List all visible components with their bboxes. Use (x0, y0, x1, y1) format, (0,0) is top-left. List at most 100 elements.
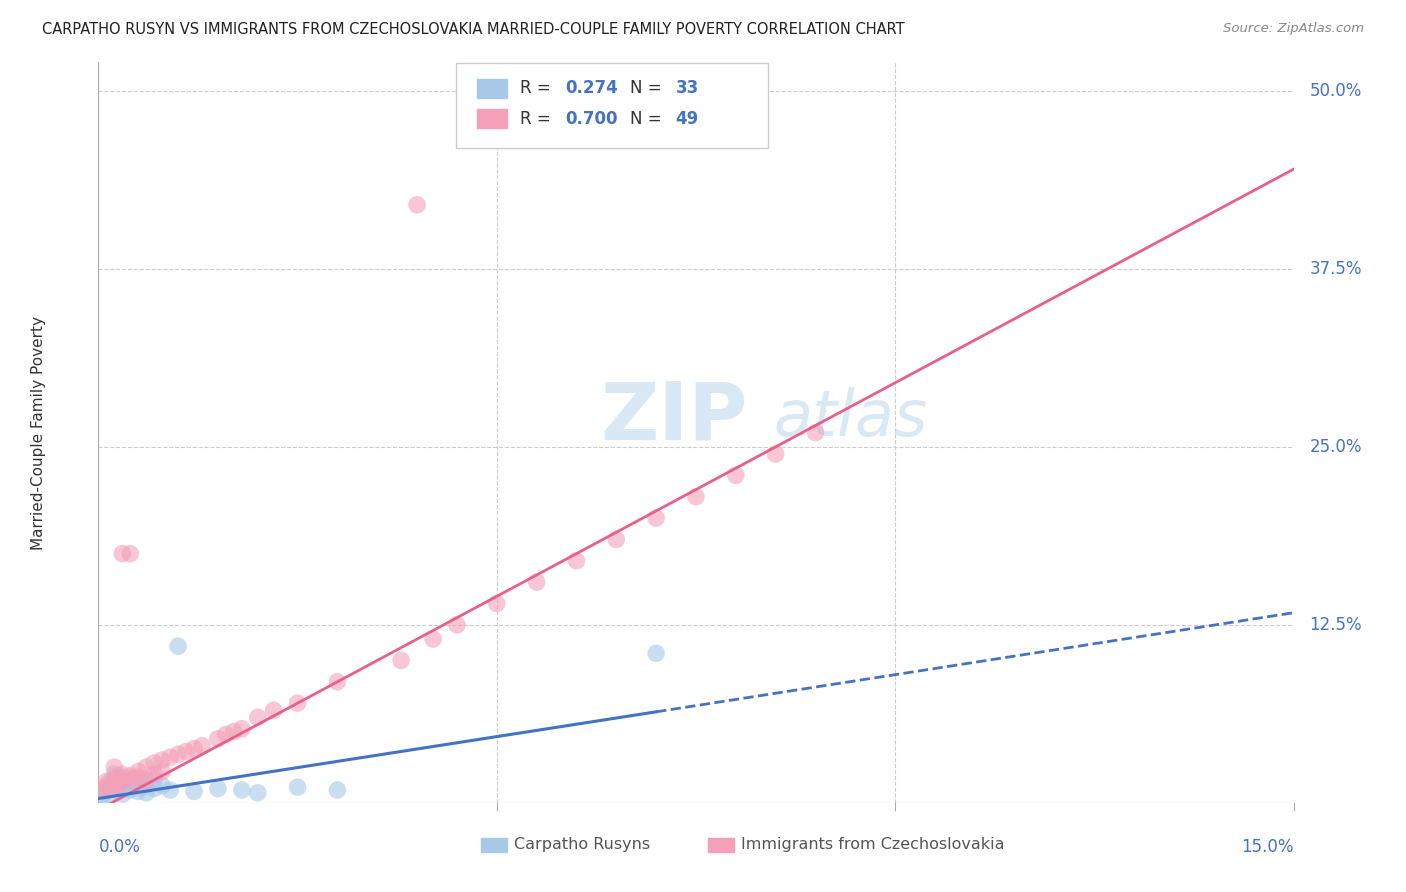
Point (263, 703, 285, 717)
Point (103, 767, 125, 781)
Point (765, 447, 787, 461)
Point (103, 776, 125, 790)
Point (150, 764, 173, 779)
Point (207, 731, 229, 746)
Point (111, 770, 134, 784)
Text: CARPATHO RUSYN VS IMMIGRANTS FROM CZECHOSLOVAKIA MARRIED-COUPLE FAMILY POVERTY C: CARPATHO RUSYN VS IMMIGRANTS FROM CZECHO… (42, 22, 905, 37)
Point (287, 696, 309, 710)
Point (107, 779, 129, 793)
Text: Source: ZipAtlas.com: Source: ZipAtlas.com (1223, 22, 1364, 36)
Point (685, 490, 707, 504)
Point (150, 753, 173, 767)
Point (120, 783, 142, 797)
Point (96, 784, 118, 798)
Point (191, 739, 214, 753)
Point (124, 772, 146, 786)
Point (115, 781, 138, 796)
Point (103, 781, 125, 796)
Point (605, 533, 627, 547)
Point (246, 786, 269, 800)
Point (111, 767, 134, 781)
Point (111, 779, 134, 793)
Point (96, 781, 118, 796)
Text: N =: N = (630, 110, 666, 128)
Point (565, 554, 588, 568)
Point (159, 750, 181, 764)
Point (167, 747, 190, 762)
FancyBboxPatch shape (477, 109, 508, 128)
Point (135, 786, 157, 800)
Text: 15.0%: 15.0% (1241, 838, 1294, 856)
Point (167, 639, 190, 653)
Point (127, 776, 149, 790)
Point (98, 774, 122, 789)
Point (120, 774, 142, 789)
Point (111, 787, 134, 801)
Point (143, 772, 166, 787)
Point (103, 779, 125, 793)
Point (724, 468, 747, 483)
Point (150, 779, 173, 793)
Point (526, 575, 548, 590)
Point (127, 770, 149, 784)
Text: ZIP: ZIP (600, 379, 748, 457)
FancyBboxPatch shape (709, 838, 734, 853)
Point (103, 760, 125, 774)
Text: 25.0%: 25.0% (1309, 438, 1362, 456)
Text: 0.274: 0.274 (565, 78, 619, 96)
Point (91, 789, 114, 803)
Point (159, 783, 181, 797)
Point (406, 198, 429, 212)
Text: atlas: atlas (773, 387, 928, 449)
Point (183, 741, 205, 756)
Point (111, 772, 134, 787)
Point (135, 777, 157, 791)
Text: Carpatho Rusyns: Carpatho Rusyns (515, 837, 651, 852)
Point (111, 547, 134, 561)
Text: Immigrants from Czechoslovakia: Immigrants from Czechoslovakia (741, 837, 1005, 852)
Point (804, 425, 827, 440)
Text: R =: R = (520, 78, 557, 96)
Point (143, 767, 166, 781)
Text: 0.0%: 0.0% (98, 838, 141, 856)
Point (326, 674, 349, 689)
Point (645, 511, 668, 525)
Point (115, 774, 138, 789)
Point (124, 779, 146, 793)
Point (207, 781, 229, 796)
Point (215, 727, 238, 741)
Point (645, 646, 668, 660)
Point (96, 791, 118, 805)
Text: Married-Couple Family Poverty: Married-Couple Family Poverty (31, 316, 46, 549)
Point (446, 617, 468, 632)
Point (222, 724, 245, 739)
Point (127, 764, 149, 779)
Point (98, 781, 122, 796)
Text: 50.0%: 50.0% (1309, 82, 1362, 100)
Point (120, 547, 142, 561)
Point (96, 774, 118, 789)
Point (127, 784, 149, 798)
Point (422, 632, 444, 646)
Point (485, 597, 508, 611)
Point (135, 772, 157, 787)
Text: 49: 49 (676, 110, 699, 128)
FancyBboxPatch shape (477, 78, 508, 98)
Text: 0.700: 0.700 (565, 110, 619, 128)
Text: N =: N = (630, 78, 666, 96)
Point (120, 769, 142, 783)
Point (91, 784, 114, 798)
Point (389, 653, 412, 667)
Point (96, 779, 118, 793)
Point (103, 770, 125, 784)
Point (326, 783, 349, 797)
Point (135, 760, 157, 774)
Point (183, 784, 205, 798)
Point (231, 783, 253, 797)
Point (287, 780, 309, 794)
Point (107, 784, 129, 798)
Point (143, 756, 166, 770)
Text: 12.5%: 12.5% (1309, 615, 1362, 634)
Text: R =: R = (520, 110, 557, 128)
Point (246, 710, 269, 724)
